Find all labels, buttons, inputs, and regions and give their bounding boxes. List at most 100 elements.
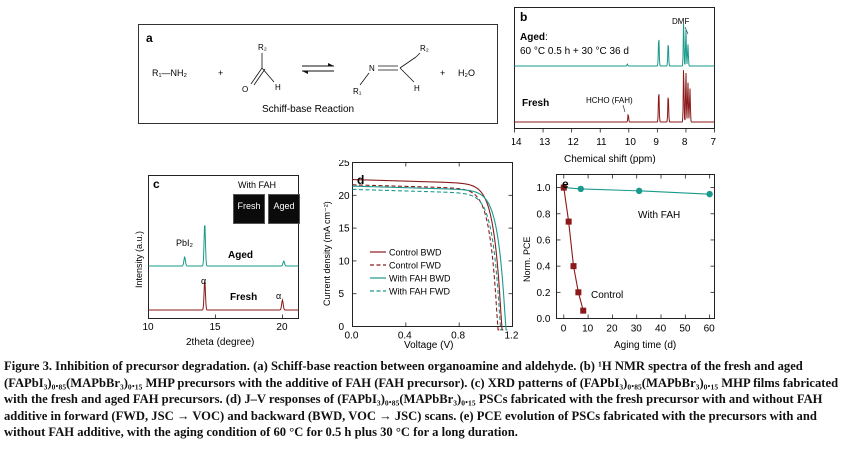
jv-curve-2 [352,185,508,331]
aldehyde-h: H [275,83,281,92]
dmf-label: DMF [672,17,689,26]
nmr-aged-spectrum [514,23,715,67]
control-series-label: Control [591,290,623,301]
panel-e-plot: 0 10 20 30 40 50 60 0.0 0.2 0.4 0.6 0.8 1.0 [537,174,716,335]
panel-c-tick-label: 20 [276,322,288,333]
nmr-fresh-spectrum [514,70,715,123]
panel-d-ytick-label: 25 [339,160,351,169]
panel-e-xtick-label: 50 [679,324,691,335]
reaction-title: Schiff-base Reaction [262,104,354,115]
panel-d-ytick-label: 20 [339,191,351,202]
panel-e-ytick-label: 0.4 [537,262,551,273]
inset-photo-aged-label: Aged [273,201,295,211]
panel-e-ytick-label: 1.0 [537,183,551,194]
panel-d-ytick-label: 10 [339,256,351,267]
panel-a: a R₁—NH₂ + R₂ O H R₂ H N R₁ + H₂O Schiff… [138,24,498,124]
panel-b-tick-label: 9 [653,137,659,148]
panel-e-ytick-label: 0.8 [537,209,551,220]
figure-caption: Figure 3. Inhibition of precursor degrad… [4,358,846,441]
panel-e-frame [556,174,715,319]
panel-c-tick-label: 10 [143,322,155,333]
panel-b-tick-label: 11 [596,137,607,148]
panel-e-ytick-label: 0.0 [537,314,551,325]
alpha-2: α [276,291,281,301]
panel-e-letter: e [562,177,569,191]
pce-line-with-fah [563,187,710,195]
pbi2-label: PbI₂ [176,238,194,248]
panel-c-x-ticks: 10 15 20 [143,314,288,333]
legend-entry: Control FWD [389,261,442,271]
panel-e: 0 10 20 30 40 50 60 0.0 0.2 0.4 0.6 0.8 1.0 e Norm. … [522,174,716,351]
panel-e-xtick-label: 30 [631,324,643,335]
aldehyde-r2: R₂ [258,43,267,52]
imine-n: N [369,64,375,73]
panel-a-letter: a [146,31,153,45]
panel-b-tick-label: 14 [512,137,522,148]
pce-point-control [575,289,582,296]
pce-point-fah [635,187,643,195]
legend-entry: Control BWD [389,248,442,258]
xrd-aged-pattern [148,225,299,267]
imine-r1: R₁ [353,87,362,96]
pce-point-control [565,218,572,225]
panel-d-xlabel: Voltage (V) [404,340,453,351]
panel-d-xtick-label: 1.2 [505,331,519,342]
pce-point-control [580,307,587,314]
pce-point-fah [577,185,585,193]
imine-h: H [414,84,420,93]
panel-b-tick-label: 13 [539,137,551,148]
xrd-fresh-pattern [148,281,299,311]
jv-curve-1 [352,184,500,331]
panel-d: 0.0 0.4 0.8 1.2 0 5 10 15 20 25 Control BWD Control… [322,160,519,351]
aldehyde-o: O [242,85,248,94]
imine-r2: R₂ [420,44,429,53]
inset-photo-fresh-label: Fresh [237,201,261,211]
inset-photo-aged: Aged [268,194,300,224]
panel-b-tick-label: 7 [711,137,717,148]
aged-label: Aged: [520,32,548,43]
inset-title: With FAH [238,180,276,190]
panel-d-ytick-label: 15 [339,224,351,235]
inset-photo-fresh: Fresh [233,194,265,224]
panel-e-xtick-label: 20 [606,324,618,335]
panel-b-tick-label: 12 [568,137,580,148]
panel-e-xtick-label: 60 [704,324,716,335]
panel-c-xlabel: 2theta (degree) [186,337,254,348]
panel-d-ylabel: Current density (mA cm⁻²) [322,201,332,306]
xrd-aged-label: Aged [228,250,253,261]
pce-point-control [570,263,577,270]
panel-c-letter: c [153,177,160,191]
panel-d-letter: d [357,173,364,187]
panel-e-xtick-label: 0 [561,324,567,335]
jv-curve-0 [352,179,504,331]
panel-b-x-ticks: 14 13 12 11 10 9 8 7 [512,128,717,148]
panel-e-xtick-label: 10 [582,324,594,335]
panel-d-xtick-label: 0.4 [398,331,412,342]
fresh-label: Fresh [522,98,549,109]
aged-condition: 60 °C 0.5 h + 30 °C 36 d [520,46,629,57]
legend-entry: With FAH FWD [389,287,450,297]
panel-e-ytick-label: 0.6 [537,235,551,246]
panel-e-ytick-label: 0.2 [537,288,551,299]
panel-b-tick-label: 10 [625,137,637,148]
plus-sign-2: + [440,68,445,78]
panel-b-xlabel: Chemical shift (ppm) [564,154,656,165]
alpha-1: α [201,276,206,286]
panel-d-xtick-label: 0.8 [451,331,465,342]
amine-formula: R₁—NH₂ [152,68,188,78]
panel-e-xlabel: Aging time (d) [614,340,676,351]
legend-entry: With FAH BWD [389,274,451,284]
caption-body: (a) Schiff-base reaction between organoa… [4,359,839,440]
panel-b-letter: b [520,10,527,24]
hcho-label: HCHO (FAH) [586,96,633,105]
caption-title: Figure 3. Inhibition of precursor degrad… [4,359,250,373]
panel-d-xtick-label: 0.0 [345,331,359,342]
panel-b: b DMF Aged: 60 °C 0.5 h + 30 °C 36 d Fre… [512,7,717,165]
water-formula: H₂O [458,68,475,78]
equilibrium-arrow-icon [302,63,334,74]
panel-c-tick-label: 15 [209,322,221,333]
panel-d-plot: 0.0 0.4 0.8 1.2 0 5 10 15 20 25 Control BWD Control… [339,160,519,342]
panel-e-xtick-label: 40 [655,324,667,335]
panel-e-ylabel: Norm. PCE [522,236,532,282]
fah-series-label: With FAH [638,210,680,221]
